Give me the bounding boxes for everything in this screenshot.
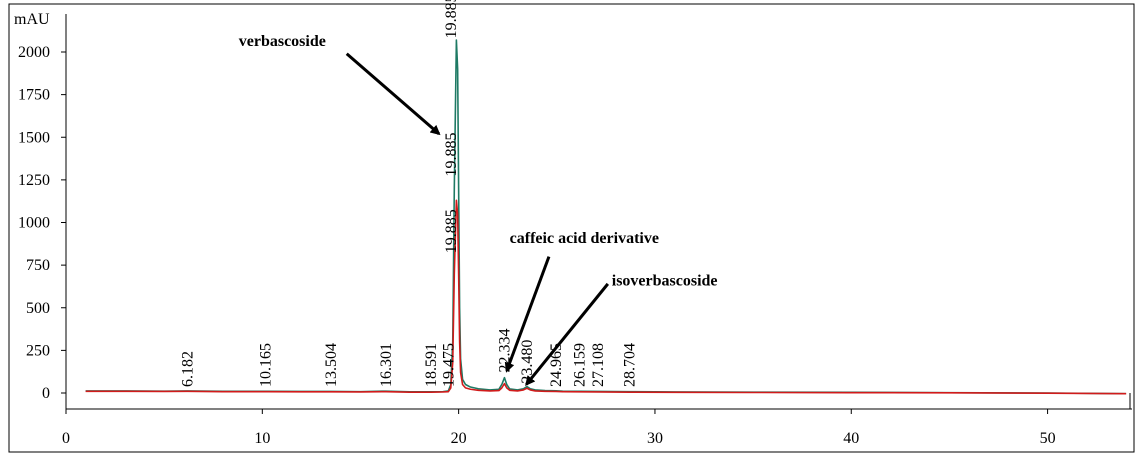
series-line-1	[85, 39, 1127, 395]
peak-label: 19.885	[443, 132, 460, 176]
plot-frame	[8, 3, 1135, 453]
peak-label: 19.885	[443, 0, 460, 38]
annotation-arrow	[504, 256, 551, 373]
annotation-label: caffeic acid derivative	[510, 230, 659, 247]
peak-label: 6.182	[179, 351, 196, 387]
annotation-arrow	[345, 52, 441, 136]
x-axis: 0 10 20 30 40 50	[62, 408, 1132, 447]
annotation-arrow	[525, 282, 609, 387]
peak-label: 10.165	[258, 343, 275, 387]
x-tick-label: 0	[62, 430, 70, 447]
y-tick-label: 2000	[18, 44, 50, 61]
annotation-label: isoverbascoside	[612, 273, 718, 290]
series-line-2	[85, 199, 1127, 395]
x-tick-label: 50	[1040, 430, 1056, 447]
y-tick-label: 1500	[18, 129, 50, 146]
peak-label: 28.704	[622, 343, 639, 387]
y-tick-label: 1000	[18, 215, 50, 232]
y-axis: 0 250 500 750 1000 1250 1500 1750 2000	[18, 14, 1131, 409]
y-axis-unit-label: mAU	[14, 11, 50, 28]
x-tick-label: 10	[254, 430, 270, 447]
peak-label: 19.885	[443, 209, 460, 253]
peak-label: 19.475	[440, 343, 457, 387]
y-tick-label: 1250	[18, 172, 50, 189]
series-layer	[85, 39, 1127, 395]
y-tick-label: 1750	[18, 87, 50, 104]
annotations: verbascoside caffeic acid derivative isove…	[239, 33, 718, 387]
y-tick-label: 0	[42, 385, 50, 402]
peak-label: 24.965	[548, 343, 565, 387]
y-tick-label: 500	[26, 300, 50, 317]
peak-label: 18.591	[423, 343, 440, 387]
peak-label: 22.334	[496, 329, 513, 373]
x-tick-label: 40	[843, 430, 859, 447]
peak-label: 27.108	[590, 343, 607, 387]
x-tick-label: 20	[451, 430, 467, 447]
peak-label: 26.159	[572, 343, 589, 387]
peak-label: 16.301	[378, 343, 395, 387]
peak-label: 23.480	[519, 340, 536, 384]
y-tick-label: 750	[26, 257, 50, 274]
x-tick-label: 30	[647, 430, 663, 447]
y-tick-label: 250	[26, 342, 50, 359]
peak-label: 13.504	[323, 343, 340, 387]
annotation-label: verbascoside	[239, 33, 326, 50]
